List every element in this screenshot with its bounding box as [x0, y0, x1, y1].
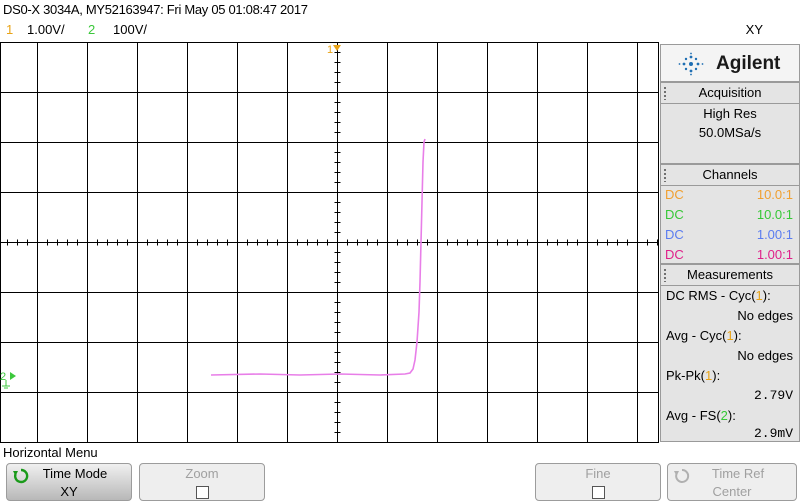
measurement-value: 2.9mV	[753, 426, 793, 441]
measurement-value: No edges	[737, 308, 793, 323]
channel-1-marker[interactable]: 1	[327, 44, 341, 56]
channel-3-probe: 1.00:1	[756, 227, 793, 242]
rotate-knob-icon	[13, 468, 29, 484]
softkey-label: Time Mode	[42, 466, 108, 481]
softkey-label: Time Ref	[711, 466, 765, 481]
svg-text:1: 1	[327, 44, 333, 56]
measurements-panel[interactable]: Measurements DC RMS - Cyc(1): No edges A…	[660, 264, 800, 442]
channel-4-probe: 1.00:1	[756, 247, 793, 262]
waveform-display[interactable]: 1 2	[0, 42, 659, 443]
softkey-value: XY	[60, 484, 78, 499]
brand-name: Agilent	[716, 53, 781, 74]
acquisition-title: Acquisition	[698, 85, 762, 100]
zoom-checkbox[interactable]	[196, 486, 209, 499]
measurements-title: Measurements	[687, 267, 773, 282]
grip-dots-icon	[663, 168, 667, 182]
measurement-value: No edges	[737, 348, 793, 363]
time-mode-softkey[interactable]: Time Mode XY	[6, 463, 132, 501]
time-ref-softkey[interactable]: Time Ref Center	[667, 463, 797, 501]
softkey-label: Fine	[585, 466, 611, 481]
grip-dots-icon	[663, 86, 667, 100]
measurement-value: 2.79V	[753, 388, 793, 403]
acquisition-mode: High Res	[703, 106, 757, 121]
acquisition-panel[interactable]: Acquisition High Res 50.0MSa/s	[660, 82, 800, 164]
channel-1-number[interactable]: 1	[6, 22, 14, 37]
channel-3-coupling: DC	[665, 227, 684, 242]
channel-2-marker[interactable]: 2	[0, 371, 16, 389]
window-title: DS0-X 3034A, MY52163947: Fri May 05 01:0…	[3, 2, 308, 17]
menu-title: Horizontal Menu	[3, 445, 98, 460]
measurement-label: DC RMS - Cyc(1):	[666, 288, 771, 303]
channel-2-coupling: DC	[665, 207, 684, 222]
grip-dots-icon	[663, 268, 667, 282]
svg-text:2: 2	[0, 371, 6, 383]
rotate-knob-icon	[674, 468, 690, 483]
channel-2-probe: 10.0:1	[756, 207, 793, 222]
measurement-label: Avg - FS(2):	[666, 408, 736, 423]
fine-checkbox[interactable]	[592, 486, 605, 499]
measurement-label: Avg - Cyc(1):	[666, 328, 742, 343]
xy-trace	[210, 138, 426, 376]
graticule-ticks	[7, 42, 658, 443]
channel-4-coupling: DC	[665, 247, 684, 262]
channels-title: Channels	[702, 167, 758, 182]
display-mode-label: XY	[745, 22, 763, 37]
measurement-label: Pk-Pk(1):	[666, 368, 721, 383]
channel-1-probe: 10.0:1	[756, 187, 793, 202]
softkey-label: Zoom	[185, 466, 219, 481]
zoom-softkey[interactable]: Zoom	[139, 463, 265, 501]
channel-2-number[interactable]: 2	[88, 22, 96, 37]
info-sidebar: Agilent Acquisition High Res 50.0MSa/s C…	[660, 42, 800, 442]
channels-panel[interactable]: Channels DC 10.0:1 DC 10.0:1 DC 1.00:1 D…	[660, 164, 800, 264]
softkey-value: Center	[712, 484, 752, 499]
channel-1-scale[interactable]: 1.00V/	[27, 22, 65, 37]
channel-1-coupling: DC	[665, 187, 684, 202]
brand-panel: Agilent	[660, 44, 800, 82]
sample-rate: 50.0MSa/s	[698, 125, 762, 140]
fine-softkey[interactable]: Fine	[535, 463, 661, 501]
channel-2-scale[interactable]: 100V/	[113, 22, 147, 37]
agilent-spark-icon	[678, 52, 704, 76]
